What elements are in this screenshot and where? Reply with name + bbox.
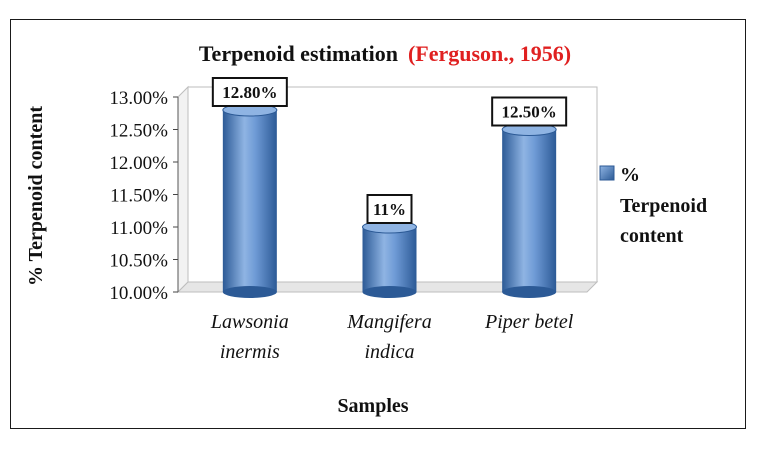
y-tick-label: 10.50%	[109, 251, 168, 272]
data-label: 12.50%	[502, 103, 557, 122]
x-axis-label: Samples	[337, 395, 408, 417]
data-label-box	[366, 194, 413, 224]
chart-title-main: Terpenoid estimation	[199, 41, 398, 66]
x-category-label-line: Mangifera	[346, 311, 431, 333]
legend-line-2: Terpenoid	[620, 195, 707, 217]
y-axis-label: % Terpenoid content	[25, 106, 47, 286]
legend-line-3: content	[620, 225, 684, 247]
x-category-label-line: Piper betel	[484, 311, 574, 333]
bar-base	[362, 286, 417, 298]
data-label-box	[491, 96, 568, 127]
legend-line-1: %	[620, 164, 640, 186]
plot-area: 10.00% 10.50% 11.00% 11.50% 12.00% 12.50% 13.0…	[109, 77, 599, 363]
bar-base	[502, 286, 557, 298]
x-category-label-line: inermis	[220, 341, 280, 363]
bar-base	[222, 286, 277, 298]
y-tick-label: 13.00%	[109, 88, 168, 109]
legend-swatch	[599, 165, 615, 181]
plot-side-wall	[177, 85, 189, 294]
chart-title: Terpenoid estimation (Ferguson., 1956)	[199, 41, 571, 66]
x-category-label-line: indica	[365, 341, 415, 363]
x-category-label: Lawsonia inermis	[210, 311, 289, 363]
data-label-box	[211, 77, 288, 107]
x-category-label-line: Lawsonia	[210, 311, 289, 333]
data-label: 12.80%	[222, 83, 277, 102]
y-tick-label: 12.00%	[109, 153, 168, 174]
y-tick-label: 11.50%	[110, 186, 168, 207]
bar	[502, 129, 557, 292]
y-tick-label: 11.00%	[110, 218, 168, 239]
legend: % Terpenoid content	[599, 164, 707, 247]
bar	[222, 110, 277, 292]
bar	[362, 227, 417, 292]
data-label: 11%	[373, 200, 406, 219]
x-category-label: Mangifera indica	[346, 311, 431, 363]
y-tick-label: 10.00%	[109, 283, 168, 304]
x-category-label: Piper betel	[484, 311, 574, 333]
chart-title-citation: (Ferguson., 1956)	[408, 41, 571, 66]
y-tick-label: 12.50%	[109, 121, 168, 142]
